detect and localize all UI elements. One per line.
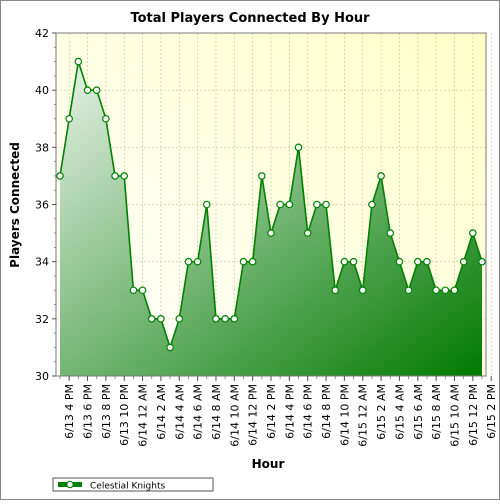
data-point xyxy=(267,229,275,237)
data-point xyxy=(175,315,184,323)
data-point xyxy=(285,200,294,209)
y-tick-label: 40 xyxy=(35,84,49,97)
data-point xyxy=(230,315,239,323)
x-tick-label: 6/14 8 AM xyxy=(210,384,223,440)
y-tick-label: 36 xyxy=(35,199,49,212)
data-point xyxy=(303,229,312,237)
y-tick-label: 42 xyxy=(35,27,49,40)
x-tick-label: 6/14 10 AM xyxy=(228,384,241,447)
x-tick-label: 6/15 2 PM xyxy=(485,384,498,439)
data-point xyxy=(450,286,459,295)
x-tick-label: 6/15 2 AM xyxy=(375,384,388,440)
data-point xyxy=(258,172,266,180)
x-axis-label: Hour xyxy=(252,457,285,471)
y-tick-label: 34 xyxy=(35,256,49,269)
data-point xyxy=(386,229,395,237)
data-point xyxy=(184,257,193,266)
y-tick-label: 30 xyxy=(35,370,49,383)
x-axis: 6/13 4 PM 6/13 6 PM 6/13 8 PM 6/13 10 PM 6/1… xyxy=(59,376,498,447)
x-tick-label: 6/14 2 PM xyxy=(265,384,278,439)
data-point xyxy=(248,257,257,266)
data-point xyxy=(202,200,211,209)
x-tick-label: 6/14 12 PM xyxy=(247,384,260,446)
legend-box xyxy=(52,477,214,492)
data-point xyxy=(166,343,174,352)
x-tick-label: 6/14 4 AM xyxy=(173,384,186,440)
x-tick-label: 6/13 4 PM xyxy=(63,384,76,439)
x-tick-label: 6/14 6 PM xyxy=(302,384,315,439)
data-point xyxy=(395,257,404,266)
x-tick-label: 6/14 4 PM xyxy=(283,384,296,439)
data-point xyxy=(340,257,349,266)
data-points xyxy=(56,57,486,352)
x-tick-label: 6/14 12 AM xyxy=(137,384,150,447)
series-area xyxy=(60,61,482,376)
x-tick-label: 6/14 10 PM xyxy=(338,384,351,446)
x-tick-label: 6/15 6 AM xyxy=(412,384,425,440)
data-point xyxy=(83,86,92,94)
data-point xyxy=(331,286,340,295)
data-point xyxy=(413,257,422,266)
x-tick-label: 6/15 8 AM xyxy=(430,384,443,440)
y-axis: 30 32 34 36 38 40 42 xyxy=(35,27,56,383)
data-point xyxy=(322,200,330,209)
data-point xyxy=(404,286,413,295)
x-tick-label: 6/13 6 PM xyxy=(82,384,95,439)
legend-label: Celestial Knights xyxy=(90,482,166,492)
legend-marker xyxy=(66,480,74,489)
data-point xyxy=(147,315,156,323)
data-point xyxy=(349,257,358,266)
x-tick-label: 6/13 8 PM xyxy=(100,384,113,439)
data-point xyxy=(74,57,83,66)
legend: Celestial Knights xyxy=(52,477,214,492)
x-tick-label: 6/13 10 PM xyxy=(118,384,131,446)
data-point xyxy=(239,257,248,266)
data-point xyxy=(65,114,73,123)
chart-title: Total Players Connected By Hour xyxy=(130,11,370,26)
data-point xyxy=(157,315,165,323)
data-point xyxy=(193,257,202,266)
y-tick-label: 32 xyxy=(35,313,49,326)
y-axis-label: Players Connected xyxy=(8,142,22,268)
x-tick-label: 6/15 10 AM xyxy=(448,384,461,447)
data-point xyxy=(459,257,468,266)
data-point xyxy=(221,315,229,323)
data-point xyxy=(212,315,220,323)
x-tick-label: 6/15 4 AM xyxy=(393,384,406,440)
data-point xyxy=(294,143,303,152)
x-tick-label: 6/15 12 PM xyxy=(467,384,480,446)
x-tick-label: 6/15 12 AM xyxy=(357,384,370,447)
x-tick-label: 6/14 8 PM xyxy=(320,384,333,439)
data-point xyxy=(111,172,119,180)
data-point xyxy=(377,172,385,180)
data-point xyxy=(469,229,477,237)
data-point xyxy=(120,172,129,180)
data-point xyxy=(423,257,431,266)
data-point xyxy=(478,257,486,266)
data-point xyxy=(432,286,440,295)
data-point xyxy=(138,286,147,295)
x-tick-label: 6/14 2 AM xyxy=(155,384,168,440)
y-tick-label: 38 xyxy=(35,141,49,154)
data-point xyxy=(441,286,450,295)
data-point xyxy=(313,200,321,209)
data-point xyxy=(56,172,64,180)
data-point xyxy=(92,86,101,94)
data-point xyxy=(368,200,376,209)
data-point xyxy=(129,286,138,295)
data-point xyxy=(358,286,367,295)
data-point xyxy=(276,200,284,209)
data-point xyxy=(102,114,110,123)
x-tick-label: 6/14 6 AM xyxy=(192,384,205,440)
